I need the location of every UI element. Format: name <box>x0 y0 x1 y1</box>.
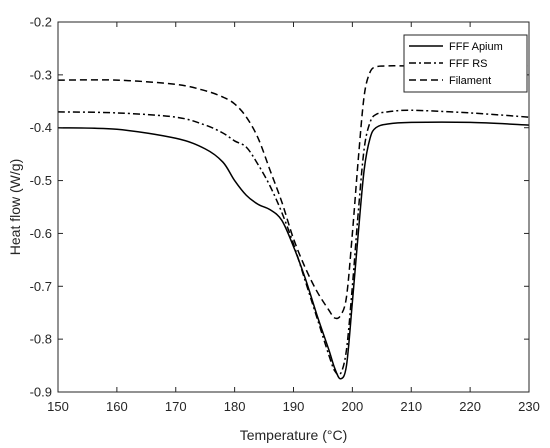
x-tick-label: 190 <box>283 399 305 414</box>
x-tick-label: 210 <box>400 399 422 414</box>
y-tick-label: -0.3 <box>30 67 52 82</box>
series-line-fff-apium <box>57 121 530 380</box>
y-axis-ticks: -0.2 -0.3 -0.4 -0.5 -0.6 -0.7 -0.8 -0.9 <box>30 15 529 400</box>
legend: FFF Apium FFF RS Filament <box>403 34 528 93</box>
x-tick-label: 220 <box>459 399 481 414</box>
series-line-fff-rs <box>57 109 530 376</box>
x-axis-label: Temperature (°C) <box>240 427 348 443</box>
x-tick-label: 160 <box>106 399 128 414</box>
y-tick-label: -0.2 <box>30 15 52 30</box>
x-tick-label: 170 <box>165 399 187 414</box>
y-tick-label: -0.4 <box>30 120 52 135</box>
y-tick-label: -0.9 <box>30 385 52 400</box>
legend-label-fff-apium: FFF Apium <box>449 41 503 53</box>
x-tick-label: 200 <box>342 399 364 414</box>
series-line-filament <box>57 65 529 320</box>
legend-label-fff-rs: FFF RS <box>449 58 488 70</box>
x-tick-label: 230 <box>518 399 540 414</box>
legend-label-filament: Filament <box>449 75 491 87</box>
y-tick-label: -0.7 <box>30 279 52 294</box>
x-tick-label: 150 <box>47 399 69 414</box>
y-tick-label: -0.6 <box>30 226 52 241</box>
y-tick-label: -0.5 <box>30 173 52 188</box>
y-axis-label: Heat flow (W/g) <box>7 159 23 255</box>
x-axis-ticks: 150 160 170 180 190 200 210 220 230 <box>47 22 540 414</box>
x-tick-label: 180 <box>224 399 246 414</box>
y-tick-label: -0.8 <box>30 332 52 347</box>
plot-curves <box>57 65 530 380</box>
